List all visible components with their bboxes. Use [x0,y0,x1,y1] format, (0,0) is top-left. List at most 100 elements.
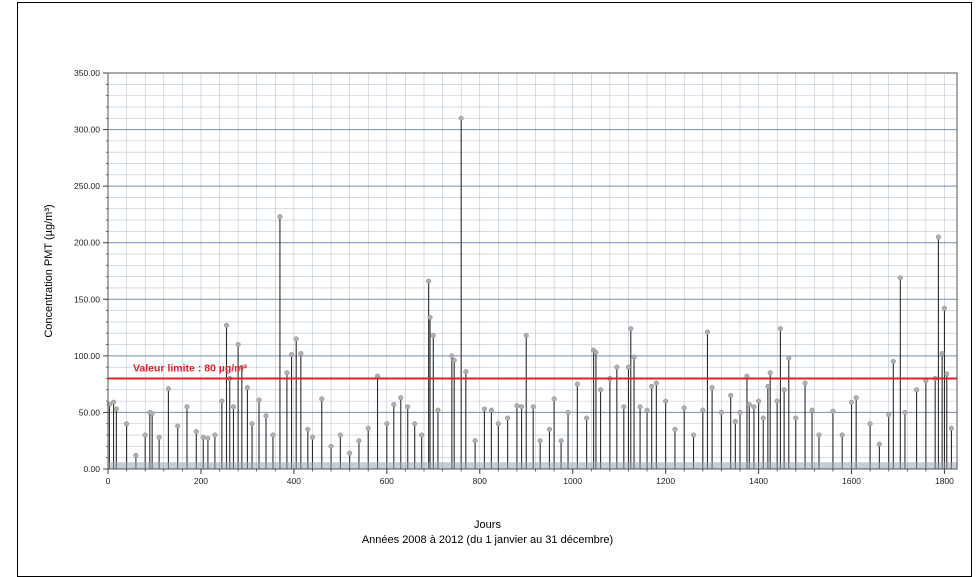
data-point [212,432,218,438]
y-tick-label: 350.00 [74,68,100,78]
chart-frame: Valeur limite : 80 µg/m³ 0.00 50.00 100.00… [17,2,972,577]
data-point [574,381,580,387]
data-point [514,403,520,409]
data-point [481,406,487,412]
data-point [495,421,501,427]
data-point [793,415,799,421]
data-point [530,404,536,410]
y-tick-label: 100.00 [74,351,100,361]
data-point [941,305,948,311]
data-point [156,434,162,440]
data-point [365,425,371,431]
data-point [426,278,432,284]
data-point [830,408,836,414]
data-point [728,392,734,399]
data-point [337,432,343,438]
data-point [458,115,464,121]
data-point [867,421,873,427]
data-point [277,214,283,220]
data-point [298,351,304,357]
data-point [113,406,119,412]
x-tick-label: 1400 [749,476,768,486]
data-point [565,409,571,415]
data-point [593,349,599,356]
x-axis-title: Jours [474,519,501,531]
data-point [625,364,632,370]
data-point [284,370,290,376]
data-point [505,415,511,421]
data-point [663,398,669,404]
data-point [523,332,529,339]
data-point [256,397,262,403]
x-tick-label: 200 [194,476,208,486]
data-point [621,404,627,410]
data-point [644,407,650,413]
data-point [149,411,155,417]
data-point [463,369,469,375]
data-point [124,421,130,427]
data-point [398,395,404,401]
data-point [223,322,230,328]
x-tick-label: 1800 [935,476,954,486]
data-point [412,421,418,427]
data-point [193,429,199,435]
data-point [111,399,117,405]
data-point [133,452,139,458]
data-point [347,450,353,456]
data-point [732,418,738,425]
data-point [765,383,771,389]
data-point [419,432,425,438]
data-point [270,432,276,438]
data-point [944,371,950,377]
data-point [427,314,433,320]
data-point [205,435,211,442]
data-point [756,398,762,404]
data-point [319,396,325,402]
data-point [935,234,941,240]
data-point [781,387,787,393]
data-point [902,409,908,415]
data-point [672,426,678,432]
data-point [451,357,457,363]
data-point [690,432,697,438]
x-axis-ticks: 0 200 400 600 800 1000 1200 1400 1600 1800 [106,469,954,486]
data-point [472,438,478,444]
data-point [263,413,269,419]
x-tick-label: 600 [380,476,394,486]
data-point [751,404,757,410]
data-point [405,404,411,410]
data-point [890,358,896,365]
y-axis-ticks: 0.00 50.00 100.00 150.00 200.00 250.00 300.00 3… [74,68,108,474]
data-point [653,380,659,386]
data-point [384,421,390,427]
data-point [737,409,743,415]
data-point [356,438,362,444]
data-point [430,332,436,339]
data-point [488,407,494,413]
data-point [853,395,859,401]
data-point [786,355,792,361]
series-layer [106,115,954,469]
data-point [637,404,643,410]
data-point [767,370,773,376]
data-point [839,432,845,438]
x-tick-label: 1200 [656,476,675,486]
data-point [709,384,715,391]
data-point [219,398,225,404]
data-point [537,438,543,444]
data-point [165,386,171,392]
x-tick-label: 1600 [842,476,861,486]
limit-label: Valeur limite : 80 µg/m³ [133,362,248,374]
data-point [184,404,190,410]
data-point [939,351,945,357]
data-point [802,380,808,386]
data-point [546,426,553,432]
data-point [558,438,564,444]
y-tick-label: 0.00 [83,464,100,474]
x-tick-label: 400 [287,476,301,486]
data-point [649,383,655,389]
data-point [777,326,783,332]
y-tick-label: 300.00 [74,125,100,135]
x-tick-label: 1000 [563,476,582,486]
plot-background [108,73,957,469]
